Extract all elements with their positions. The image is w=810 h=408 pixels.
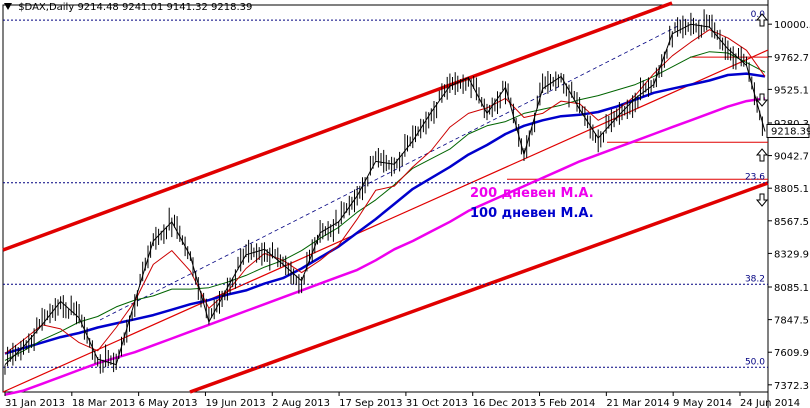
ma100-annotation: 100 дневен M.A. [470, 206, 594, 221]
x-tick-label: 5 Feb 2014 [540, 398, 596, 408]
y-tick-label: 9525.1 [774, 85, 809, 96]
arrow-up-icon [755, 13, 769, 27]
y-tick-label: 9042.7 [774, 152, 809, 163]
y-tick-label: 8805.1 [774, 184, 809, 195]
ma-fast-line [4, 29, 766, 355]
chart-header: $DAX,Daily 9214.48 9241.01 9141.32 9218.… [4, 2, 252, 13]
fibonacci-levels: 0.0 23.6 38.2 50.0 [3, 10, 768, 368]
y-tick-label: 7609.9 [774, 348, 809, 359]
arrow-icons [755, 13, 769, 207]
y-tick-label: 9762.7 [774, 53, 809, 64]
arrow-up-icon [755, 148, 769, 162]
y-tick-label: 7847.5 [774, 316, 809, 327]
x-tick-label: 16 Dec 2013 [473, 398, 537, 408]
last-price-tag [766, 123, 810, 138]
dashed-trend-line [99, 24, 681, 321]
price-bars [4, 9, 763, 375]
x-tick-label: 31 Oct 2013 [406, 398, 468, 408]
x-tick-label: 2 Aug 2013 [272, 398, 330, 408]
channel-line [2, 49, 769, 393]
grid [2, 0, 769, 408]
y-tick-label: 7372.3 [774, 381, 809, 392]
x-tick-label: 19 Jun 2013 [205, 398, 265, 408]
channel-line [2, 1, 673, 252]
x-tick-label: 24 Jun 2014 [740, 398, 800, 408]
y-tick-label: 10000.3 [774, 20, 810, 31]
x-tick-label: 18 Mar 2013 [72, 398, 135, 408]
last-price-label: 9218.39 [771, 126, 810, 137]
fib-level-label: 23.6 [745, 173, 765, 183]
ma200-annotation: 200 дневен M.A. [470, 186, 594, 201]
y-tick-label: 8567.5 [774, 217, 809, 228]
ma-mid-line [4, 51, 766, 361]
y-tick-label: 8329.9 [774, 249, 809, 260]
ma200-line [4, 97, 766, 396]
arrow-down-icon [755, 93, 769, 107]
fib-level-label: 0.0 [751, 10, 766, 20]
y-tick-label: 8085.1 [774, 283, 809, 294]
ohlc-values: 9214.48 9241.01 9141.32 9218.39 [77, 2, 253, 13]
symbol-label: $DAX,Daily [18, 2, 75, 13]
x-axis: 31 Jan 2013 18 Mar 2013 6 May 2013 19 Jun 2… [4, 392, 800, 408]
x-tick-label: 6 May 2013 [139, 398, 198, 408]
x-tick-label: 17 Sep 2013 [339, 398, 402, 408]
channel-line [189, 181, 769, 394]
trend-channel [2, 1, 769, 394]
y-axis: 10000.39762.79525.19280.39042.78805.1856… [766, 20, 810, 392]
x-tick-label: 9 May 2014 [673, 398, 732, 408]
x-tick-label: 31 Jan 2013 [5, 398, 65, 408]
fib-level-label: 38.2 [745, 274, 765, 284]
symbol-menu-icon[interactable] [4, 3, 12, 10]
arrow-down-icon [755, 193, 769, 207]
fib-level-label: 50.0 [745, 357, 765, 367]
x-tick-label: 21 Mar 2014 [606, 398, 669, 408]
